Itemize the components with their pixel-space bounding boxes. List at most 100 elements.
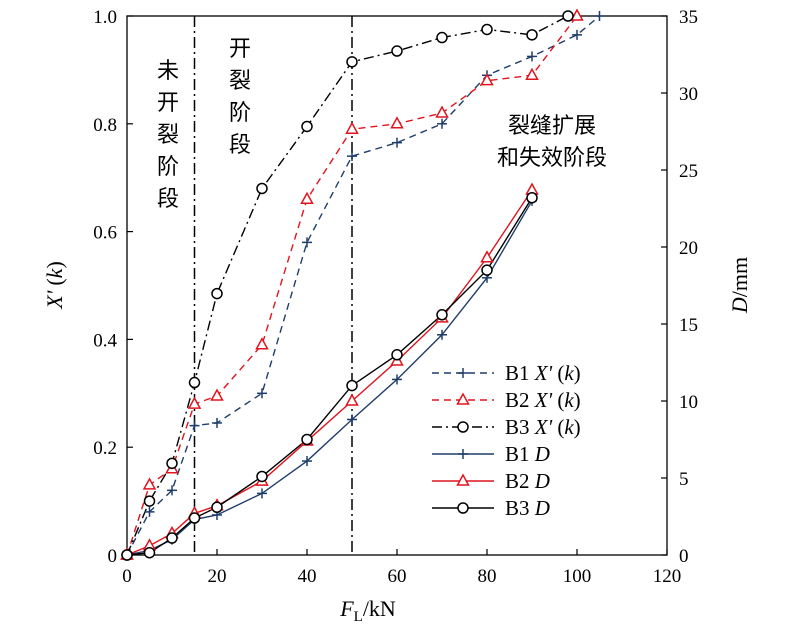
legend-label: B1 D xyxy=(505,442,550,466)
triangle-marker xyxy=(456,473,470,486)
plot-frame xyxy=(126,15,668,556)
x-tick-label: 120 xyxy=(653,566,682,587)
triangle-marker xyxy=(300,191,314,205)
circle-marker xyxy=(346,379,358,392)
triangle-marker xyxy=(187,396,202,409)
plus-marker xyxy=(437,118,447,129)
series-markers-4 xyxy=(122,195,537,560)
legend-item: B3 X' (k) xyxy=(432,415,581,439)
series-markers-6 xyxy=(121,191,538,561)
triangle-marker xyxy=(480,73,494,86)
y-left-tick-label: 0.6 xyxy=(93,223,117,244)
y-right-tick-label: 5 xyxy=(679,469,689,490)
x-tick-label: 80 xyxy=(478,566,497,587)
y-right-title-main: D xyxy=(727,297,752,314)
legend-label: B3 X' (k) xyxy=(505,415,581,439)
y-left-title-main: X' xyxy=(42,290,67,309)
legend-item: B2 X' (k) xyxy=(432,388,581,412)
stage1-char: 开 xyxy=(157,91,179,116)
triangle-marker xyxy=(142,477,157,490)
plus-marker xyxy=(167,485,177,496)
circle-marker xyxy=(143,546,156,559)
circle-marker xyxy=(481,264,493,276)
y-right-tick-label: 0 xyxy=(679,546,689,567)
legend-item: B1 X' (k) xyxy=(432,361,581,385)
plus-marker xyxy=(257,388,267,399)
stage2-char: 阶 xyxy=(229,101,251,126)
x-tick-label: 60 xyxy=(388,566,407,587)
stage2-char: 裂 xyxy=(229,69,251,94)
circle-marker xyxy=(211,501,223,514)
circle-marker xyxy=(457,421,469,433)
plus-marker xyxy=(257,488,267,499)
x-tick-label: 40 xyxy=(298,566,317,587)
plus-marker xyxy=(572,29,582,40)
stage3-line: 和失效阶段 xyxy=(497,146,607,171)
x-tick-label: 0 xyxy=(122,566,132,587)
circle-marker xyxy=(256,470,268,483)
legend: B1 X' (k) B2 X' (k) B3 X' (k) B1 D B2 D B3 D xyxy=(432,361,581,520)
plus-marker xyxy=(347,414,357,425)
circle-marker xyxy=(166,457,178,470)
y-right-tick-label: 30 xyxy=(679,84,698,105)
circle-marker xyxy=(526,191,538,204)
y-left-title-paren: ( xyxy=(42,278,67,285)
tick-group: 0 20 40 60 80 100 12000.20.40.60.81.0051015202… xyxy=(93,7,698,587)
legend-item: B2 D xyxy=(432,469,550,493)
circle-marker xyxy=(256,182,268,195)
circle-marker xyxy=(301,120,313,133)
circle-marker xyxy=(562,10,574,22)
plus-marker xyxy=(458,368,468,378)
x-axis-title-main: F xyxy=(339,596,354,621)
x-axis-title: FL/kN xyxy=(339,596,396,625)
series-line-6 xyxy=(126,197,533,556)
stage1-label: 未 开 裂 阶 段 xyxy=(157,59,179,212)
y-right-tick-label: 15 xyxy=(679,315,698,336)
triangle-marker xyxy=(570,8,584,21)
legend-item: B1 D xyxy=(432,442,550,466)
x-axis-title-sub: L xyxy=(354,609,363,625)
circle-marker xyxy=(436,31,448,44)
circle-marker xyxy=(391,349,403,361)
plus-marker xyxy=(144,506,155,517)
triangle-marker xyxy=(345,121,359,134)
triangle-marker xyxy=(390,116,404,129)
stage1-char: 未 xyxy=(157,59,179,84)
circle-marker xyxy=(436,309,448,321)
y-right-axis-title: D/mm xyxy=(727,257,752,314)
plus-marker xyxy=(458,449,468,459)
series-markers-5 xyxy=(120,182,539,560)
triangle-marker xyxy=(435,105,449,118)
circle-marker xyxy=(211,287,223,300)
y-left-tick-label: 1.0 xyxy=(93,7,117,28)
circle-marker xyxy=(166,532,178,544)
legend-label: B2 D xyxy=(505,469,550,493)
y-right-tick-label: 25 xyxy=(679,161,698,182)
stage1-char: 段 xyxy=(157,187,179,212)
plus-marker xyxy=(437,329,447,340)
marker-group xyxy=(120,8,605,561)
stage-guide-group xyxy=(193,16,353,555)
plus-marker xyxy=(302,456,312,467)
circle-marker xyxy=(121,549,133,561)
y-right-tick-label: 35 xyxy=(679,7,698,28)
x-tick-label: 20 xyxy=(208,566,227,587)
plus-marker xyxy=(347,151,357,162)
x-axis-title-unit: /kN xyxy=(363,596,396,621)
triangle-marker xyxy=(456,392,470,405)
triangle-marker xyxy=(210,388,224,401)
stage3-label: 裂缝扩展 和失效阶段 xyxy=(497,114,607,171)
plus-marker xyxy=(527,51,537,62)
y-right-tick-label: 10 xyxy=(679,392,698,413)
circle-marker xyxy=(391,45,403,57)
stage2-label: 开 裂 阶 段 xyxy=(229,37,251,158)
plus-marker xyxy=(392,374,402,385)
stage2-char: 开 xyxy=(229,37,251,62)
y-left-title-var: k xyxy=(42,267,67,278)
circle-marker xyxy=(143,495,156,507)
plus-marker xyxy=(594,11,605,21)
legend-label: B3 D xyxy=(505,496,550,520)
y-left-tick-label: 0 xyxy=(108,546,118,567)
